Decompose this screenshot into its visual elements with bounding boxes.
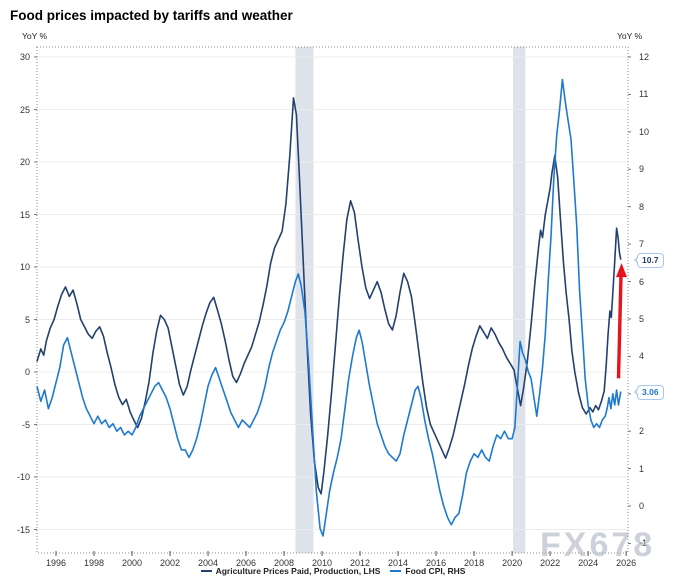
left-axis-tick-label: -5 [21, 419, 30, 430]
x-axis-tick-label: 2018 [464, 558, 485, 568]
legend-item: Agriculture Prices Paid, Production, LHS [200, 566, 381, 576]
right-axis-tick-label: 0 [639, 501, 645, 512]
legend-label: Food CPI, RHS [405, 566, 466, 576]
x-axis-tick-label: 2004 [198, 558, 219, 568]
left-axis-tick-label: 15 [19, 209, 30, 220]
right-axis-tick-label: 1 [639, 463, 645, 474]
recession-band [513, 47, 526, 553]
x-axis-tick-label: 2026 [616, 558, 637, 568]
left-axis-tick-label: -15 [16, 524, 30, 535]
right-axis-tick-label: 6 [639, 276, 645, 287]
x-axis-tick-label: 2024 [578, 558, 599, 568]
left-axis-tick-label: 25 [19, 104, 30, 115]
x-axis-tick-label: 1998 [83, 558, 105, 568]
right-axis-tick-label: 7 [639, 239, 645, 250]
value-callout: 10.7 [634, 252, 664, 268]
x-axis-tick-label: 2012 [350, 558, 371, 568]
x-axis-tick-label: 1996 [45, 558, 67, 568]
left-axis-tick-label: 5 [24, 314, 30, 325]
left-axis-tick-label: -10 [16, 472, 30, 482]
right-axis-tick-label: 9 [639, 164, 645, 175]
left-axis-tick-label: 10 [19, 262, 30, 272]
trend-arrow-head [615, 263, 627, 278]
left-axis-tick-label: 20 [19, 157, 30, 167]
x-axis-tick-label: 2000 [122, 558, 143, 568]
legend-swatch [200, 570, 212, 572]
series-line-agriculture-prices [36, 97, 622, 495]
x-axis-tick-label: 2008 [274, 558, 295, 568]
right-axis-tick-label: 4 [639, 351, 645, 362]
right-axis-tick-label: -1 [639, 538, 648, 549]
series-line-food-cpi [36, 78, 622, 537]
right-axis-tick-label: 12 [639, 52, 650, 62]
x-axis-tick-label: 2006 [236, 558, 257, 568]
right-axis-unit-label: YoY % [617, 31, 643, 41]
x-axis-tick-label: 2016 [426, 558, 447, 568]
left-axis-unit-label: YoY % [22, 31, 48, 41]
chart-title: Food prices impacted by tariffs and weat… [10, 8, 293, 23]
x-axis-tick-label: 2002 [160, 558, 181, 568]
legend-item: Food CPI, RHS [390, 566, 465, 576]
trend-arrow-shaft [616, 275, 623, 379]
x-axis-tick-label: 2022 [540, 558, 561, 568]
x-axis-tick-label: 2020 [502, 558, 523, 568]
right-axis-tick-label: 8 [639, 201, 645, 212]
plot-border [36, 46, 629, 554]
legend-swatch [390, 570, 402, 572]
right-axis-tick-label: 11 [639, 89, 649, 100]
value-callout: 3.06 [634, 384, 664, 400]
right-axis-tick-label: 5 [639, 313, 645, 324]
legend-label: Agriculture Prices Paid, Production, LHS [215, 566, 381, 576]
right-axis-tick-label: 10 [639, 126, 650, 137]
legend: Agriculture Prices Paid, Production, LHS… [0, 566, 666, 576]
right-axis-tick-label: 2 [639, 426, 645, 437]
x-axis-tick-label: 2014 [388, 558, 409, 568]
x-axis-tick-label: 2010 [312, 558, 333, 568]
left-axis-tick-label: 30 [19, 52, 30, 62]
left-axis-tick-label: 0 [24, 367, 30, 377]
